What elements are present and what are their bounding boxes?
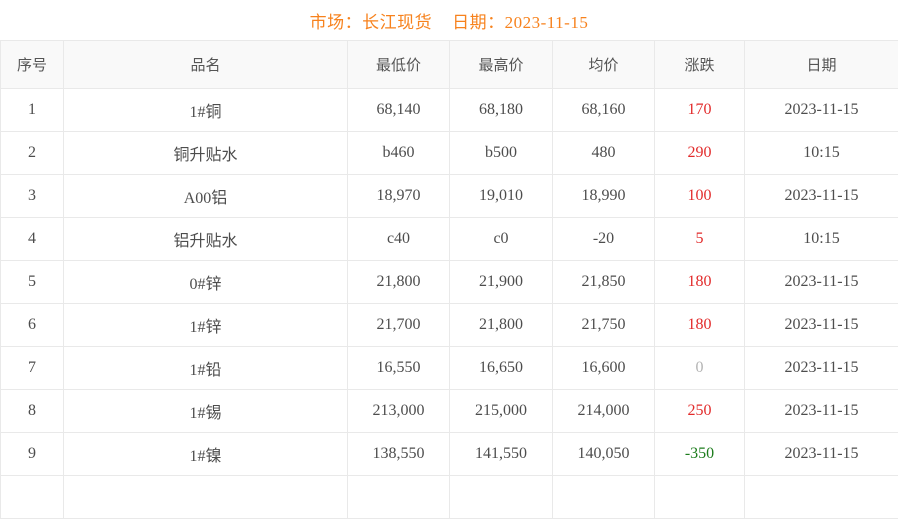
cell-product-name: A00铝	[64, 175, 348, 218]
cell-price-change: 180	[655, 304, 745, 347]
cell-average-price: 68,160	[553, 89, 655, 132]
cell-average-price: 21,750	[553, 304, 655, 347]
cell-lowest-price: 21,700	[348, 304, 450, 347]
cell-row-number: 4	[1, 218, 64, 261]
cell-price-change: 170	[655, 89, 745, 132]
cell-lowest-price: 16,550	[348, 347, 450, 390]
cell-price-change: 100	[655, 175, 745, 218]
cell-lowest-price: 68,140	[348, 89, 450, 132]
cell-product-name: 1#铅	[64, 347, 348, 390]
cell-average-price: 16,600	[553, 347, 655, 390]
table-header-row: 序号品名最低价最高价均价涨跌日期	[1, 41, 898, 89]
table-row: 5 0#锌 21,800 21,900 21,850 180 2023-11-1…	[1, 261, 898, 304]
cell-average-price: 21,850	[553, 261, 655, 304]
table-row: 7 1#铅 16,550 16,650 16,600 0 2023-11-15	[1, 347, 898, 390]
cell-average-price: 18,990	[553, 175, 655, 218]
column-header-0: 序号	[1, 41, 64, 89]
cell-highest-price: 21,800	[450, 304, 553, 347]
price-table: 序号品名最低价最高价均价涨跌日期 1 1#铜 68,140 68,180 68,…	[0, 40, 898, 519]
cell-highest-price	[450, 476, 553, 519]
table-row: 4 铝升贴水 c40 c0 -20 5 10:15	[1, 218, 898, 261]
cell-average-price: 214,000	[553, 390, 655, 433]
cell-price-change	[655, 476, 745, 519]
cell-row-number: 3	[1, 175, 64, 218]
cell-row-number: 9	[1, 433, 64, 476]
cell-row-number	[1, 476, 64, 519]
column-header-2: 最低价	[348, 41, 450, 89]
cell-product-name	[64, 476, 348, 519]
cell-product-name: 铜升贴水	[64, 132, 348, 175]
column-header-6: 日期	[745, 41, 898, 89]
cell-average-price: 140,050	[553, 433, 655, 476]
cell-price-change: 290	[655, 132, 745, 175]
cell-lowest-price: 213,000	[348, 390, 450, 433]
page-title: 市场：长江现货 日期：2023-11-15	[0, 0, 898, 40]
cell-date: 10:15	[745, 132, 898, 175]
column-header-1: 品名	[64, 41, 348, 89]
cell-lowest-price: 138,550	[348, 433, 450, 476]
cell-date: 2023-11-15	[745, 304, 898, 347]
cell-row-number: 6	[1, 304, 64, 347]
cell-highest-price: 141,550	[450, 433, 553, 476]
cell-price-change: 0	[655, 347, 745, 390]
table-row: 3 A00铝 18,970 19,010 18,990 100 2023-11-…	[1, 175, 898, 218]
cell-product-name: 1#铜	[64, 89, 348, 132]
cell-price-change: 180	[655, 261, 745, 304]
table-row: 2 铜升贴水 b460 b500 480 290 10:15	[1, 132, 898, 175]
cell-highest-price: 21,900	[450, 261, 553, 304]
cell-date: 2023-11-15	[745, 89, 898, 132]
column-header-3: 最高价	[450, 41, 553, 89]
column-header-4: 均价	[553, 41, 655, 89]
cell-row-number: 7	[1, 347, 64, 390]
market-label: 市场：长江现货	[310, 8, 433, 33]
cell-product-name: 1#镍	[64, 433, 348, 476]
cell-row-number: 8	[1, 390, 64, 433]
cell-average-price	[553, 476, 655, 519]
table-row: 9 1#镍 138,550 141,550 140,050 -350 2023-…	[1, 433, 898, 476]
cell-date: 2023-11-15	[745, 347, 898, 390]
cell-date: 2023-11-15	[745, 261, 898, 304]
cell-highest-price: 19,010	[450, 175, 553, 218]
table-row: 1 1#铜 68,140 68,180 68,160 170 2023-11-1…	[1, 89, 898, 132]
cell-date: 2023-11-15	[745, 175, 898, 218]
table-row: 6 1#锌 21,700 21,800 21,750 180 2023-11-1…	[1, 304, 898, 347]
column-header-5: 涨跌	[655, 41, 745, 89]
cell-highest-price: 16,650	[450, 347, 553, 390]
table-row-partial	[1, 476, 898, 519]
cell-lowest-price: c40	[348, 218, 450, 261]
cell-product-name: 1#锌	[64, 304, 348, 347]
cell-price-change: -350	[655, 433, 745, 476]
cell-highest-price: c0	[450, 218, 553, 261]
cell-product-name: 铝升贴水	[64, 218, 348, 261]
cell-product-name: 1#锡	[64, 390, 348, 433]
cell-row-number: 1	[1, 89, 64, 132]
table-body: 1 1#铜 68,140 68,180 68,160 170 2023-11-1…	[1, 89, 898, 519]
cell-lowest-price: 18,970	[348, 175, 450, 218]
cell-lowest-price: 21,800	[348, 261, 450, 304]
cell-average-price: -20	[553, 218, 655, 261]
cell-date	[745, 476, 898, 519]
cell-lowest-price: b460	[348, 132, 450, 175]
cell-date: 2023-11-15	[745, 390, 898, 433]
cell-lowest-price	[348, 476, 450, 519]
cell-highest-price: b500	[450, 132, 553, 175]
cell-highest-price: 68,180	[450, 89, 553, 132]
table-row: 8 1#锡 213,000 215,000 214,000 250 2023-1…	[1, 390, 898, 433]
cell-highest-price: 215,000	[450, 390, 553, 433]
cell-date: 10:15	[745, 218, 898, 261]
cell-date: 2023-11-15	[745, 433, 898, 476]
cell-row-number: 2	[1, 132, 64, 175]
date-label: 日期：2023-11-15	[452, 8, 588, 33]
cell-row-number: 5	[1, 261, 64, 304]
cell-price-change: 5	[655, 218, 745, 261]
cell-product-name: 0#锌	[64, 261, 348, 304]
cell-average-price: 480	[553, 132, 655, 175]
cell-price-change: 250	[655, 390, 745, 433]
